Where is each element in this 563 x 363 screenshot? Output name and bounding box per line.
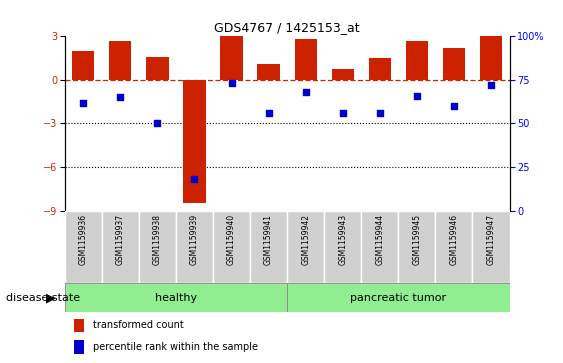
Point <box>79 99 88 105</box>
Text: percentile rank within the sample: percentile rank within the sample <box>93 342 258 352</box>
Text: GSM1159937: GSM1159937 <box>116 214 125 265</box>
Bar <box>480 36 502 80</box>
Point <box>116 94 125 100</box>
Bar <box>399 211 435 283</box>
Text: GSM1159942: GSM1159942 <box>301 214 310 265</box>
Point <box>301 89 310 95</box>
Text: healthy: healthy <box>155 293 197 303</box>
Bar <box>146 57 168 80</box>
Bar <box>287 283 510 312</box>
Bar <box>294 39 317 80</box>
Bar <box>74 319 84 332</box>
Bar <box>72 51 95 80</box>
Point <box>376 110 385 116</box>
Text: GSM1159941: GSM1159941 <box>264 214 273 265</box>
Point <box>449 103 458 109</box>
Bar <box>250 211 287 283</box>
Bar <box>435 211 472 283</box>
Text: GSM1159946: GSM1159946 <box>449 214 458 265</box>
Point <box>412 93 421 98</box>
Text: GSM1159936: GSM1159936 <box>79 214 88 265</box>
Bar <box>257 64 280 80</box>
Text: GSM1159944: GSM1159944 <box>376 214 385 265</box>
Bar <box>184 80 205 203</box>
Text: GSM1159940: GSM1159940 <box>227 214 236 265</box>
Bar <box>139 211 176 283</box>
Bar <box>102 211 139 283</box>
Bar <box>287 211 324 283</box>
Title: GDS4767 / 1425153_at: GDS4767 / 1425153_at <box>215 21 360 34</box>
Bar <box>361 211 399 283</box>
Bar <box>472 211 510 283</box>
Text: GSM1159947: GSM1159947 <box>486 214 495 265</box>
Bar <box>65 211 102 283</box>
Text: transformed count: transformed count <box>93 320 184 330</box>
Bar <box>74 340 84 354</box>
Bar <box>109 41 132 80</box>
Bar <box>332 69 354 80</box>
Point <box>264 110 273 116</box>
Point <box>153 121 162 126</box>
Point <box>338 110 347 116</box>
Point <box>190 176 199 182</box>
Bar <box>65 283 287 312</box>
Text: disease state: disease state <box>6 293 80 303</box>
Point <box>227 81 236 86</box>
Bar <box>443 48 465 80</box>
Bar <box>369 58 391 80</box>
Text: GSM1159938: GSM1159938 <box>153 214 162 265</box>
Text: ▶: ▶ <box>46 291 56 304</box>
Bar <box>213 211 250 283</box>
Point <box>486 82 495 88</box>
Text: GSM1159939: GSM1159939 <box>190 214 199 265</box>
Bar <box>406 41 428 80</box>
Bar <box>176 211 213 283</box>
Text: GSM1159943: GSM1159943 <box>338 214 347 265</box>
Bar <box>221 36 243 80</box>
Text: GSM1159945: GSM1159945 <box>412 214 421 265</box>
Text: pancreatic tumor: pancreatic tumor <box>350 293 446 303</box>
Bar <box>324 211 361 283</box>
